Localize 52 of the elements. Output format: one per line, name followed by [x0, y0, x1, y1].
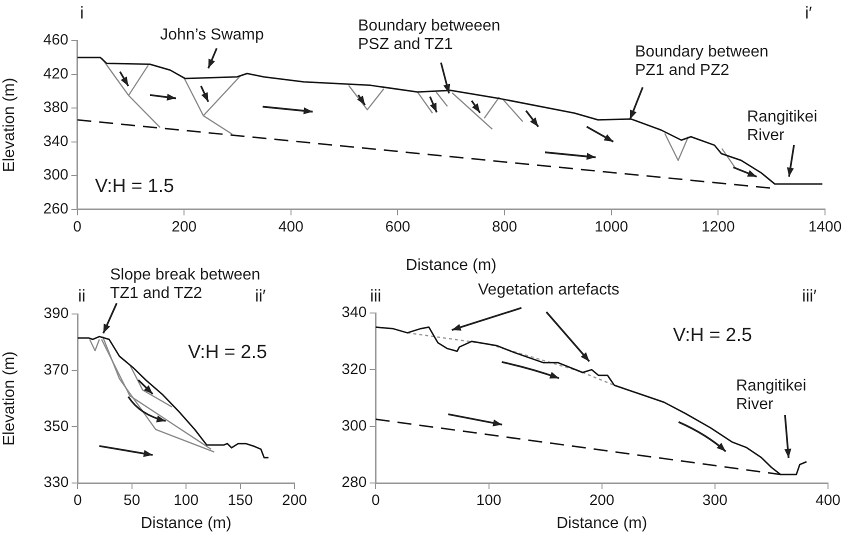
y-tick-label: 380 — [43, 99, 68, 116]
x-tick-label: 200 — [589, 492, 614, 510]
x-tick-label: 300 — [702, 492, 728, 510]
x-tick-label: 1000 — [594, 218, 628, 236]
x-tick-label: 0 — [73, 218, 82, 236]
x-tick-label: 1200 — [702, 218, 735, 236]
x-tick-label: 400 — [815, 492, 841, 510]
annotation: John’s Swamp — [160, 26, 264, 44]
text: iii — [370, 286, 382, 306]
text: iii′ — [802, 286, 817, 306]
y-tick-label: 260 — [43, 200, 68, 218]
y-axis-title: Elevation (m) — [1, 351, 18, 446]
y-tick-label: 390 — [44, 305, 69, 322]
text: ii — [78, 286, 86, 306]
x-tick-label: 200 — [282, 492, 307, 510]
annotation: Boundary between PZ1 and PZ2 — [635, 43, 768, 79]
y-tick-label: 300 — [43, 166, 68, 184]
text: Vegetation artefacts — [478, 281, 620, 298]
x-tick-label: 1400 — [808, 218, 842, 236]
text: i′ — [805, 4, 812, 23]
x-tick-label: 100 — [174, 492, 199, 510]
y-tick-label: 340 — [342, 304, 367, 322]
annotation: V:H = 2.5 — [188, 342, 268, 364]
y-tick-label: 300 — [342, 417, 367, 434]
text: i — [80, 4, 84, 23]
x-tick-label: 0 — [372, 492, 380, 510]
annotation: Boundary betweeen PSZ and TZ1 — [358, 17, 500, 53]
y-tick-label: 280 — [342, 474, 367, 492]
annotation: Rangitikei River — [747, 108, 818, 144]
x-tick-label: 0 — [74, 492, 82, 510]
x-tick-label: 100 — [476, 492, 502, 510]
x-axis-title: Distance (m) — [556, 514, 648, 532]
x-tick-label: 600 — [385, 218, 410, 236]
x-tick-label: 800 — [492, 218, 518, 236]
annotation: V:H = 2.5 — [673, 325, 752, 346]
y-tick-label: 460 — [43, 32, 68, 49]
y-tick-label: 370 — [44, 361, 69, 378]
x-tick-label: 150 — [228, 492, 253, 510]
y-tick-label: 330 — [44, 474, 69, 492]
y-tick-label: 350 — [44, 418, 69, 435]
y-axis-title: Elevation (m) — [1, 78, 18, 172]
y-tick-label: 340 — [43, 132, 68, 150]
y-tick-label: 320 — [342, 360, 367, 378]
y-tick-label: 420 — [43, 65, 68, 82]
x-axis-title: Distance (m) — [140, 514, 232, 532]
annotation: Rangitikei River — [736, 377, 806, 413]
x-tick-label: 200 — [172, 218, 197, 236]
x-axis-title: Distance (m) — [406, 257, 496, 274]
annotation: V:H = 1.5 — [95, 176, 174, 198]
x-tick-label: 400 — [278, 218, 304, 236]
x-tick-label: 50 — [124, 492, 140, 510]
text: ii′ — [255, 286, 266, 306]
